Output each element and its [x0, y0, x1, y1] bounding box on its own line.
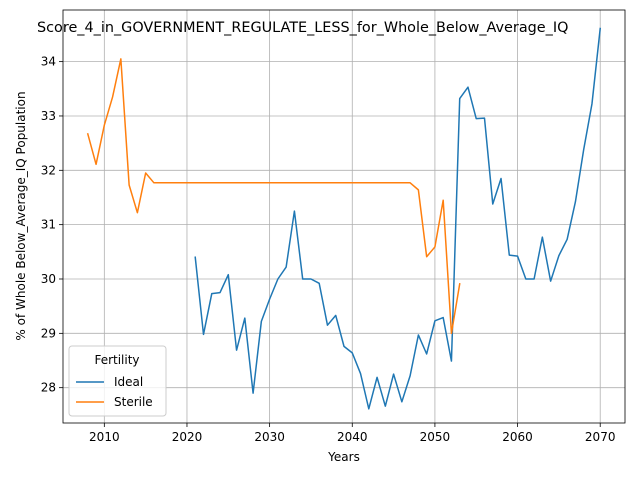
- x-tick-label: 2020: [172, 430, 203, 444]
- x-axis-ticks: 2010 2020 2030 2040 2050 2060 2070: [89, 423, 615, 444]
- y-tick-label: 32: [41, 163, 56, 177]
- legend-label-ideal: Ideal: [114, 375, 143, 389]
- y-axis-label: % of Whole Below_Average_IQ Population: [14, 91, 28, 340]
- plot-frame: [62, 9, 626, 424]
- x-axis-label: Years: [327, 450, 360, 464]
- legend-title: Fertility: [94, 353, 139, 367]
- y-tick-label: 33: [41, 109, 56, 123]
- x-tick-label: 2040: [337, 430, 368, 444]
- x-tick-label: 2070: [585, 430, 616, 444]
- series-layer: [86, 27, 602, 410]
- y-tick-label: 34: [41, 55, 56, 69]
- series-line-ideal: [194, 27, 602, 410]
- x-tick-label: 2010: [89, 430, 120, 444]
- y-tick-label: 30: [41, 272, 56, 286]
- legend: Fertility Ideal Sterile: [68, 345, 167, 417]
- legend-label-sterile: Sterile: [114, 395, 153, 409]
- legend-box: [68, 345, 167, 417]
- chart-title: Score_4_in_GOVERNMENT_REGULATE_LESS_for_…: [37, 20, 568, 36]
- y-tick-label: 28: [41, 381, 56, 395]
- y-axis-ticks: 28 29 30 31 32 33 34: [41, 55, 63, 395]
- y-tick-label: 31: [41, 218, 56, 232]
- x-tick-label: 2060: [502, 430, 533, 444]
- y-tick-label: 29: [41, 326, 56, 340]
- series-line-sterile: [86, 58, 461, 335]
- x-tick-label: 2030: [254, 430, 285, 444]
- x-tick-label: 2050: [420, 430, 451, 444]
- grid: [63, 10, 625, 423]
